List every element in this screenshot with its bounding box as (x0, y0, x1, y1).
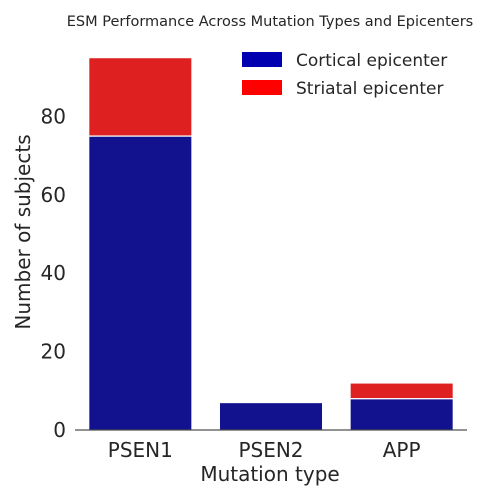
y-tick-label-0: 0 (53, 418, 66, 442)
y-tick-label-80: 80 (41, 104, 66, 128)
legend: Cortical epicenter Striatal epicenter (242, 51, 447, 99)
x-tick-label-psen2: PSEN2 (238, 438, 303, 462)
x-tick-label-app: APP (383, 438, 421, 462)
legend-swatch-cortical (242, 52, 282, 67)
bar-psen2-cortical (218, 401, 324, 431)
bars (88, 57, 454, 431)
x-tick-label-psen1: PSEN1 (108, 438, 173, 462)
bar-psen1-cortical (88, 135, 193, 431)
bar-psen1-striatal (88, 57, 193, 137)
x-axis-label: Mutation type (200, 462, 339, 486)
bar-app-striatal (349, 382, 454, 400)
axes: 0 20 40 60 80 PSEN1 PSEN2 APP (41, 104, 467, 462)
legend-label-cortical: Cortical epicenter (296, 51, 447, 71)
y-tick-label-20: 20 (41, 340, 66, 364)
y-tick-label-40: 40 (41, 261, 66, 285)
chart-title: ESM Performance Across Mutation Types an… (67, 14, 473, 30)
legend-swatch-striatal (242, 80, 282, 95)
bar-app-cortical (349, 398, 454, 431)
legend-label-striatal: Striatal epicenter (296, 79, 443, 99)
y-axis-label: Number of subjects (11, 134, 35, 329)
y-tick-label-60: 60 (41, 183, 66, 207)
